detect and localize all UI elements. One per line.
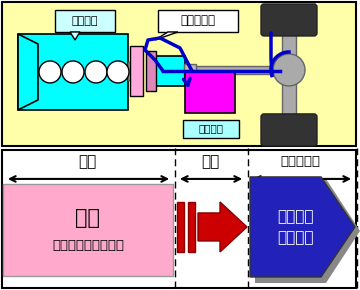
FancyBboxPatch shape bbox=[282, 20, 296, 128]
FancyBboxPatch shape bbox=[177, 202, 184, 252]
Circle shape bbox=[273, 54, 305, 86]
FancyBboxPatch shape bbox=[261, 114, 317, 146]
FancyBboxPatch shape bbox=[183, 120, 239, 138]
FancyBboxPatch shape bbox=[196, 66, 286, 74]
FancyBboxPatch shape bbox=[55, 10, 115, 32]
Text: モーター: モーター bbox=[198, 123, 224, 133]
FancyBboxPatch shape bbox=[2, 150, 356, 288]
Polygon shape bbox=[255, 179, 360, 283]
FancyBboxPatch shape bbox=[185, 71, 235, 113]
FancyBboxPatch shape bbox=[158, 10, 238, 32]
Circle shape bbox=[39, 61, 61, 83]
FancyBboxPatch shape bbox=[155, 56, 185, 86]
FancyBboxPatch shape bbox=[18, 34, 128, 110]
FancyBboxPatch shape bbox=[188, 202, 195, 252]
Polygon shape bbox=[70, 32, 80, 40]
Text: （エンジン切放し）: （エンジン切放し） bbox=[52, 240, 124, 253]
Circle shape bbox=[85, 61, 107, 83]
FancyBboxPatch shape bbox=[184, 64, 196, 76]
Circle shape bbox=[107, 61, 129, 83]
Text: クラッチ断: クラッチ断 bbox=[180, 14, 216, 28]
Text: 減速: 減速 bbox=[78, 154, 96, 169]
Circle shape bbox=[62, 61, 84, 83]
FancyBboxPatch shape bbox=[2, 2, 356, 146]
Polygon shape bbox=[250, 177, 355, 277]
Text: 停車: 停車 bbox=[201, 154, 219, 169]
FancyBboxPatch shape bbox=[3, 184, 173, 276]
FancyBboxPatch shape bbox=[146, 51, 156, 91]
Text: エンジン: エンジン bbox=[72, 16, 98, 26]
FancyBboxPatch shape bbox=[261, 4, 317, 36]
Text: 発進・加速: 発進・加速 bbox=[280, 155, 320, 168]
Text: モーター
アシスト: モーター アシスト bbox=[277, 209, 313, 245]
Polygon shape bbox=[18, 34, 38, 110]
FancyBboxPatch shape bbox=[130, 46, 143, 96]
Text: 回生: 回生 bbox=[76, 208, 100, 228]
FancyBboxPatch shape bbox=[128, 62, 138, 80]
Polygon shape bbox=[155, 32, 178, 40]
Polygon shape bbox=[198, 202, 247, 252]
